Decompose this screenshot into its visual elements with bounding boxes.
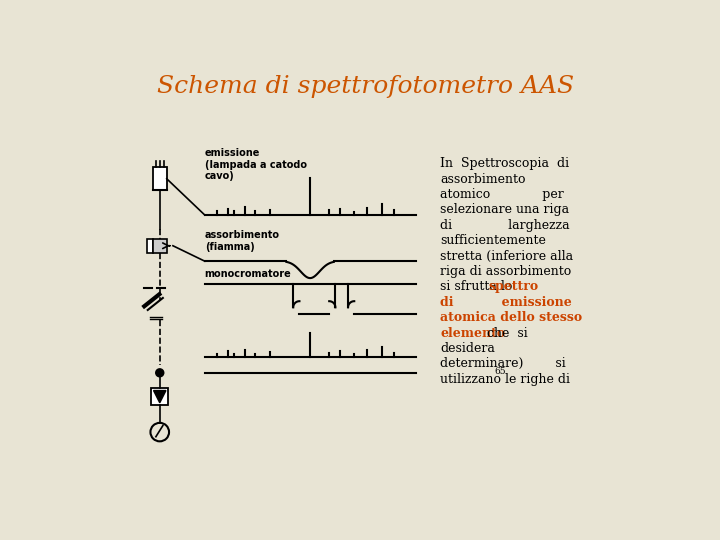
Bar [147, 239, 153, 253]
Text: In  Spettroscopia  di: In Spettroscopia di [441, 157, 570, 170]
Bar [153, 167, 167, 190]
Text: stretta (inferiore alla: stretta (inferiore alla [441, 249, 573, 262]
Text: 65: 65 [495, 367, 506, 376]
Bar [153, 239, 167, 253]
Bar [151, 388, 168, 405]
Circle shape [156, 369, 163, 377]
Text: Schema di spettrofotometro AAS: Schema di spettrofotometro AAS [156, 75, 574, 98]
Text: monocromatore: monocromatore [204, 269, 292, 279]
Text: si sfrutta lo: si sfrutta lo [441, 280, 517, 293]
Text: di              larghezza: di larghezza [441, 219, 570, 232]
Text: selezionare una riga: selezionare una riga [441, 204, 570, 217]
Text: assorbimento: assorbimento [441, 173, 526, 186]
Text: che  si: che si [483, 327, 528, 340]
Text: elemento: elemento [441, 327, 505, 340]
Text: sufficientemente: sufficientemente [441, 234, 546, 247]
Text: atomica dello stesso: atomica dello stesso [441, 311, 582, 324]
Text: riga di assorbimento: riga di assorbimento [441, 265, 572, 278]
Text: spettro: spettro [488, 280, 539, 293]
Text: utilizzano le righe di: utilizzano le righe di [441, 373, 570, 386]
Polygon shape [153, 390, 166, 403]
Text: di           emissione: di emissione [441, 296, 572, 309]
Text: desidera: desidera [441, 342, 495, 355]
Text: atomico             per: atomico per [441, 188, 564, 201]
Text: assorbimento
(fiamma): assorbimento (fiamma) [204, 231, 279, 252]
Text: determinare)        si: determinare) si [441, 357, 566, 370]
Text: emissione
(lampada a catodo
cavo): emissione (lampada a catodo cavo) [204, 148, 307, 181]
